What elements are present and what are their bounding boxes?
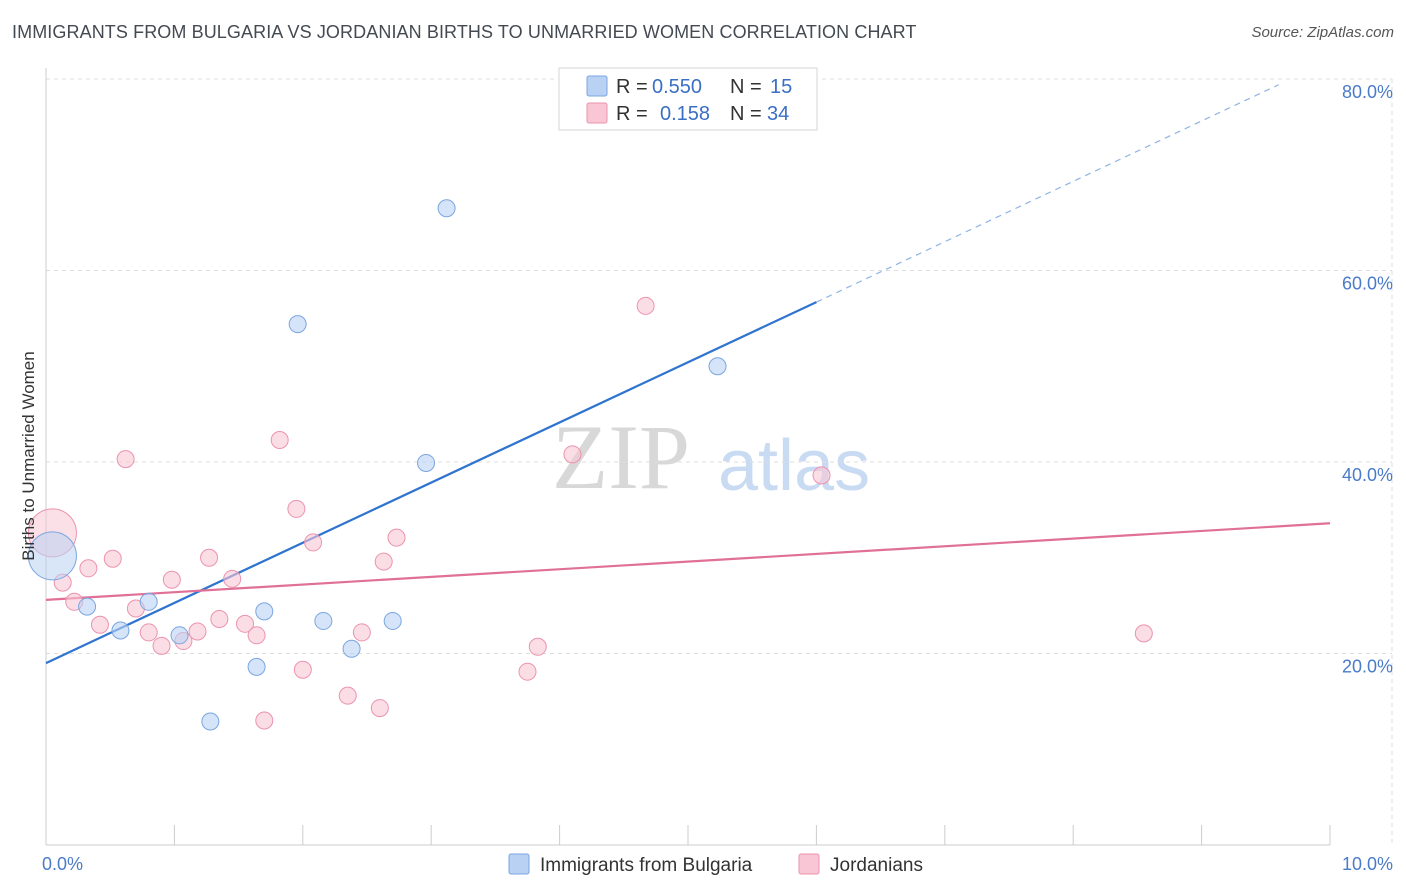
point-jordanians — [188, 622, 207, 641]
point-jordanians — [528, 637, 547, 656]
legend-r-value-2: 0.158 — [660, 103, 710, 125]
legend-n-value-1: 15 — [770, 76, 792, 98]
point-bulgaria — [437, 199, 456, 218]
point-bulgaria — [139, 592, 158, 611]
correlation-legend: R = 0.550 N = 15 R = 0.158 N = 34 — [558, 67, 818, 131]
series-label-jordanians: Jordanians — [830, 855, 923, 876]
legend-swatch-blue — [586, 75, 608, 97]
y-axis-label: Births to Unmarried Women — [19, 351, 38, 560]
point-jordanians — [518, 662, 537, 681]
point-jordanians — [103, 549, 122, 568]
y-tick-label: 20.0% — [1342, 657, 1393, 677]
y-tick-label: 80.0% — [1342, 82, 1393, 102]
legend-n-value-2: 34 — [767, 103, 789, 125]
point-jordanians — [1134, 624, 1153, 643]
series-label-bulgaria: Immigrants from Bulgaria — [540, 855, 753, 876]
point-jordanians — [79, 559, 98, 578]
point-jordanians — [152, 636, 171, 655]
legend-swatch-pink — [586, 102, 608, 124]
point-jordanians — [162, 570, 181, 589]
point-bulgaria — [111, 621, 130, 640]
point-jordanians — [223, 569, 242, 588]
y-tick-label: 40.0% — [1342, 465, 1393, 485]
point-jordanians — [270, 430, 289, 449]
point-jordanians — [387, 528, 406, 547]
point-bulgaria — [708, 357, 727, 376]
point-bulgaria — [27, 531, 77, 581]
point-bulgaria — [247, 657, 266, 676]
y-tick-label: 60.0% — [1342, 274, 1393, 294]
point-bulgaria — [170, 626, 189, 645]
axes — [45, 68, 1331, 846]
point-jordanians — [352, 623, 371, 642]
x-tick-label: 10.0% — [1342, 854, 1393, 874]
source-label: Source: ZipAtlas.com — [1251, 24, 1394, 41]
data-points — [27, 199, 1153, 731]
trend-line-jordanians — [45, 522, 1331, 601]
point-jordanians — [370, 699, 389, 718]
point-jordanians — [338, 686, 357, 705]
x-tick-labels: 0.0% 10.0% — [42, 854, 1393, 874]
legend-r-label-1: R = — [616, 76, 648, 98]
trend-line-bulgaria — [45, 301, 817, 665]
point-jordanians — [210, 610, 229, 629]
point-bulgaria — [78, 597, 97, 616]
point-jordanians — [200, 548, 219, 567]
legend-n-label-1: N = — [730, 76, 762, 98]
legend-n-label-2: N = — [730, 103, 762, 125]
point-jordanians — [247, 626, 266, 645]
x-tick-label: 0.0% — [42, 854, 83, 874]
point-bulgaria — [417, 453, 436, 472]
series-legend: Immigrants from Bulgaria Jordanians — [508, 853, 923, 876]
point-bulgaria — [255, 602, 274, 621]
point-bulgaria — [288, 315, 307, 334]
point-jordanians — [116, 450, 135, 469]
point-bulgaria — [383, 611, 402, 630]
point-jordanians — [374, 552, 393, 571]
point-bulgaria — [342, 639, 361, 658]
trend-lines — [45, 84, 1331, 665]
point-bulgaria — [201, 712, 220, 731]
point-jordanians — [236, 614, 255, 633]
point-jordanians — [636, 296, 655, 315]
point-jordanians — [293, 660, 312, 679]
point-jordanians — [812, 466, 831, 485]
point-jordanians — [287, 499, 306, 518]
watermark-atlas: atlas — [718, 426, 870, 506]
point-bulgaria — [314, 611, 333, 630]
point-jordanians — [255, 711, 274, 730]
series-swatch-jordanians — [798, 853, 820, 875]
chart-title: IMMIGRANTS FROM BULGARIA VS JORDANIAN BI… — [12, 22, 917, 42]
trend-line-bulgaria-extension — [816, 84, 1279, 303]
point-jordanians — [90, 615, 109, 634]
point-jordanians — [139, 623, 158, 642]
legend-r-value-1: 0.550 — [652, 76, 702, 98]
series-swatch-bulgaria — [508, 853, 530, 875]
point-jordanians — [304, 533, 323, 552]
grid-lines — [46, 78, 1393, 845]
point-jordanians — [563, 445, 582, 464]
legend-r-label-2: R = — [616, 103, 648, 125]
y-tick-labels: 20.0% 40.0% 60.0% 80.0% — [1342, 82, 1393, 677]
